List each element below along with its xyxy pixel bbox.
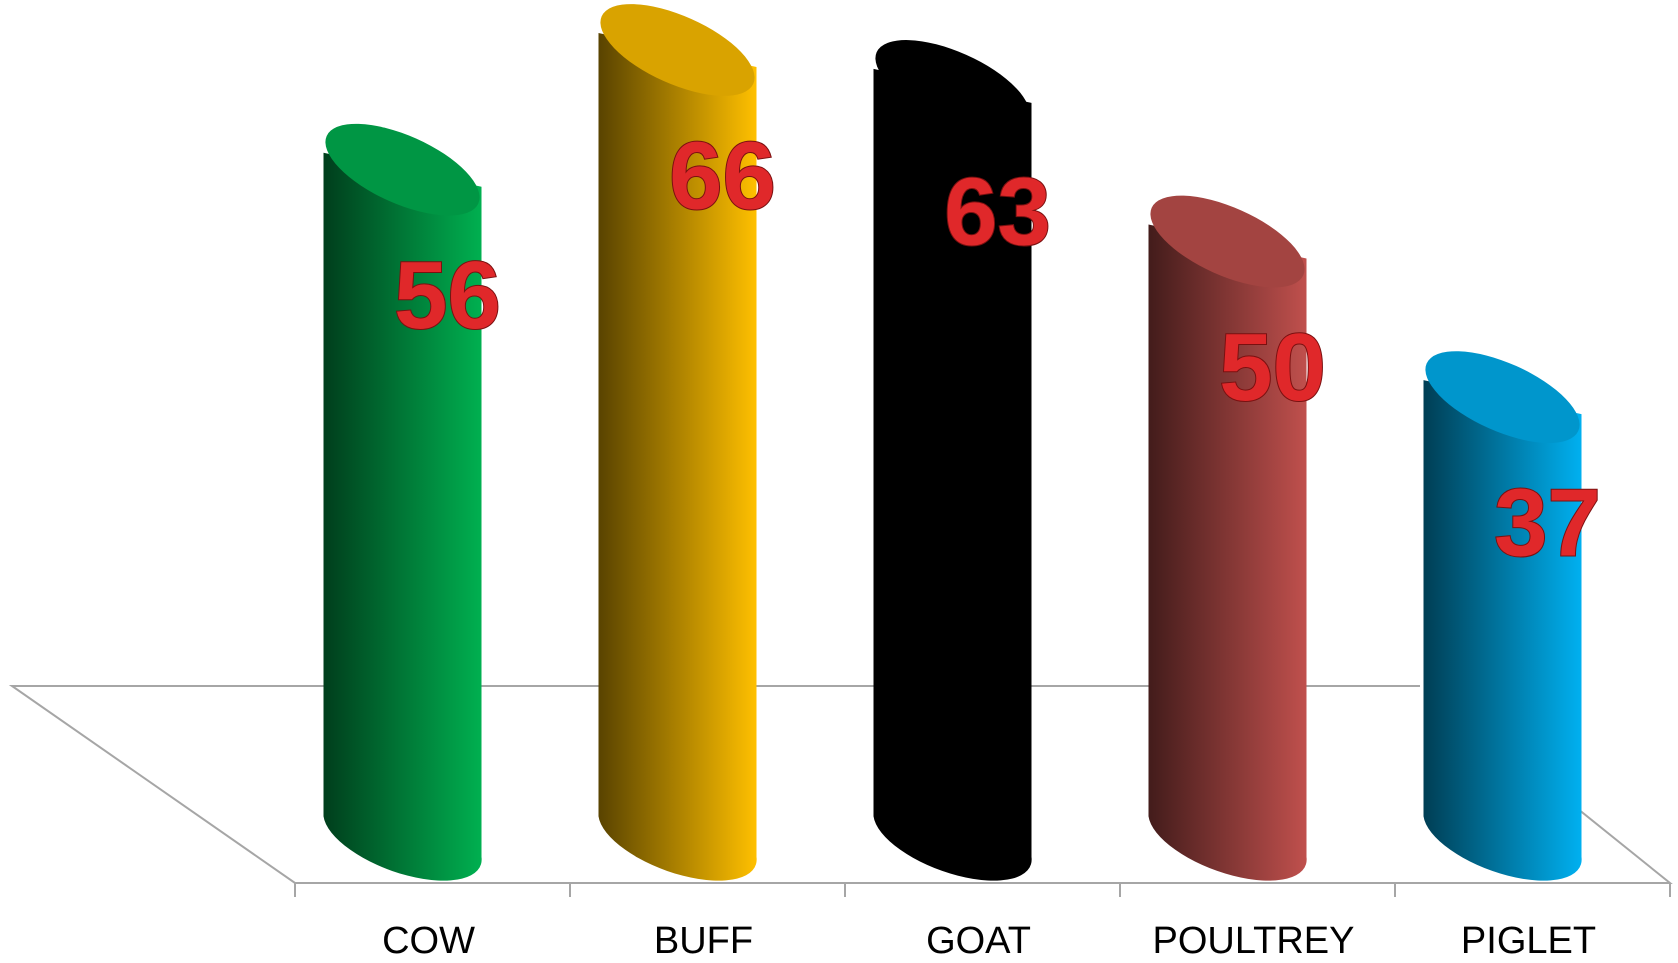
- bar-top: [600, 4, 755, 96]
- bar-top: [325, 123, 480, 216]
- bar: [1148, 224, 1307, 881]
- value-label: 37: [1494, 469, 1601, 576]
- x-tick-label: COW: [382, 920, 475, 962]
- value-label: 63: [944, 158, 1051, 265]
- bar: [598, 33, 757, 881]
- value-label: 56: [394, 242, 501, 349]
- bar: [873, 68, 1032, 881]
- x-tick-label: BUFF: [654, 920, 753, 962]
- floor-plane: [8, 685, 1673, 884]
- bar-top: [1425, 351, 1580, 443]
- bar: [1423, 380, 1582, 881]
- bar-top: [1150, 195, 1305, 288]
- x-tick-label: GOAT: [926, 920, 1031, 962]
- bar: [323, 152, 482, 881]
- x-tick-label: PIGLET: [1461, 920, 1596, 962]
- x-tick-label: POULTREY: [1152, 920, 1354, 962]
- value-label: 66: [669, 122, 776, 229]
- bar-top: [875, 40, 1030, 132]
- value-label: 50: [1219, 314, 1326, 421]
